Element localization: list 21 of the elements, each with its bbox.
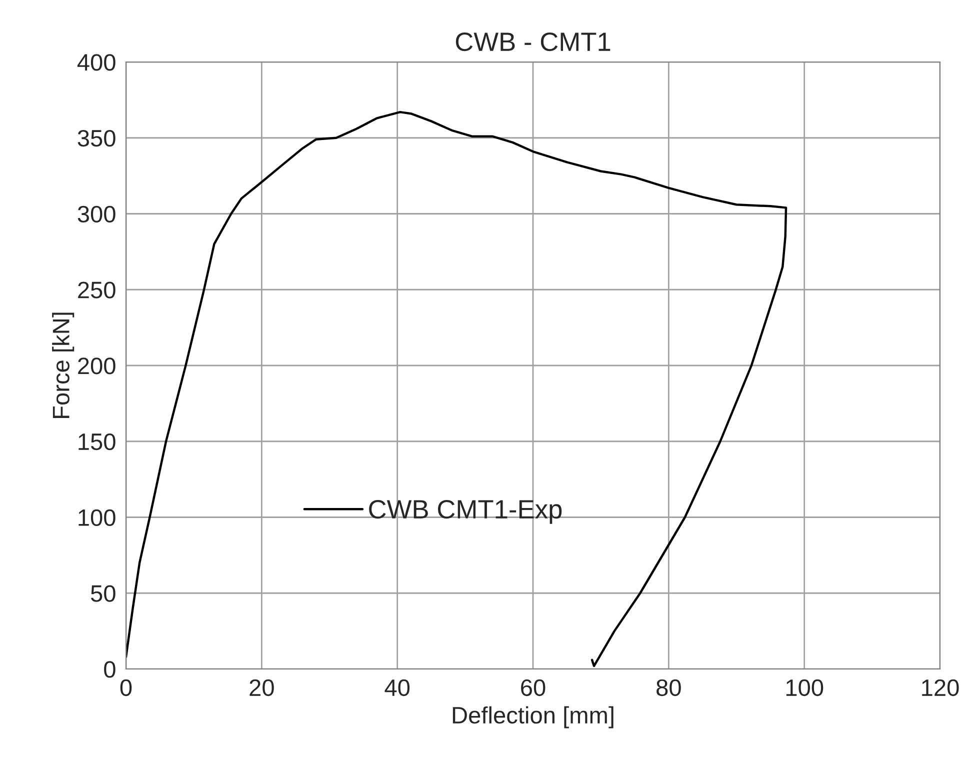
legend-label: CWB CMT1-Exp — [369, 500, 562, 524]
x-tick-label: 20 — [250, 679, 274, 696]
x-tick-label: 40 — [384, 679, 410, 696]
x-tick-label: 60 — [521, 679, 546, 696]
y-tick-label: 100 — [78, 509, 116, 526]
line-series — [126, 110, 788, 668]
y-tick-label: 300 — [78, 206, 116, 223]
y-tick-label: 350 — [78, 130, 116, 147]
y-axis-title: Force [kN] — [52, 312, 74, 418]
y-tick-label: 400 — [77, 54, 116, 71]
y-tick-label: 50 — [90, 585, 116, 602]
y-tick-label: 0 — [104, 661, 116, 678]
y-tick-label: 200 — [78, 358, 116, 374]
x-tick-label: 120 — [922, 679, 959, 696]
x-tick-label: 80 — [656, 679, 681, 696]
y-tick-label: 150 — [78, 433, 116, 450]
x-tick-label: 0 — [120, 679, 132, 696]
y-tick-label: 250 — [78, 282, 116, 298]
chart-title: CWB - CMT1 — [456, 32, 610, 52]
x-tick-label: 100 — [786, 679, 824, 696]
x-axis-title: Deflection [mm] — [452, 706, 614, 728]
